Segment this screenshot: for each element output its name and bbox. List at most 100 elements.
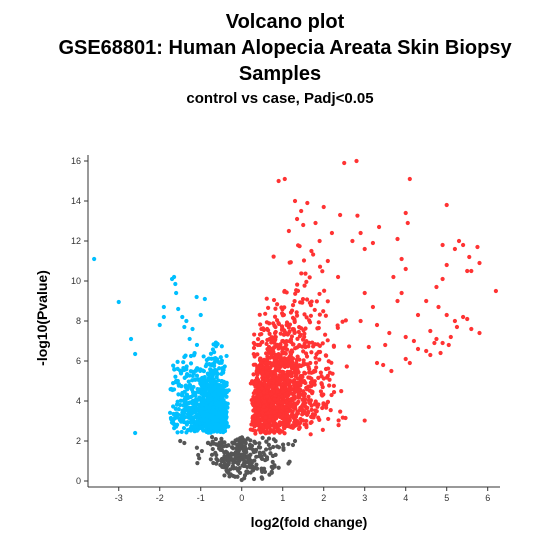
point-not-significant: [262, 469, 268, 474]
point-up-regulated: [448, 334, 453, 340]
point-up-regulated: [298, 416, 303, 422]
point-up-regulated: [323, 353, 328, 358]
point-up-regulated: [311, 344, 316, 349]
point-down-regulated: [184, 406, 189, 412]
point-up-regulated: [320, 427, 325, 432]
point-up-regulated: [296, 329, 301, 335]
point-up-regulated: [272, 314, 278, 319]
point-down-regulated: [222, 412, 228, 417]
point-up-regulated: [317, 291, 322, 297]
point-up-regulated: [339, 389, 344, 394]
point-down-regulated: [207, 430, 213, 435]
point-down-regulated: [209, 401, 215, 406]
point-down-regulated: [224, 353, 229, 359]
point-down-regulated: [180, 314, 185, 320]
point-not-significant: [267, 446, 273, 451]
point-down-regulated: [204, 361, 209, 367]
point-up-regulated: [440, 242, 445, 248]
point-down-regulated: [213, 418, 218, 424]
point-down-regulated: [206, 391, 211, 396]
point-up-regulated: [290, 315, 296, 320]
point-up-regulated: [279, 324, 285, 329]
point-up-regulated: [286, 386, 291, 392]
point-down-regulated: [190, 378, 195, 383]
point-down-regulated: [206, 356, 211, 361]
point-up-regulated: [314, 352, 319, 357]
point-up-regulated: [307, 375, 313, 380]
point-up-regulated: [342, 160, 347, 166]
point-down-regulated: [222, 364, 227, 369]
point-not-significant: [276, 445, 282, 450]
point-up-regulated: [329, 230, 335, 236]
point-up-regulated: [317, 357, 322, 362]
point-up-regulated: [325, 299, 330, 304]
point-up-regulated: [310, 340, 315, 345]
point-down-regulated: [218, 355, 223, 360]
point-up-regulated: [250, 416, 255, 421]
y-axis-label: -log10(Pvalue): [34, 270, 50, 366]
point-down-regulated: [194, 342, 200, 348]
point-not-significant: [254, 462, 259, 467]
point-up-regulated: [269, 340, 274, 345]
point-down-regulated: [223, 420, 228, 425]
point-not-significant: [252, 448, 257, 453]
point-not-significant: [260, 435, 265, 440]
point-up-regulated: [282, 373, 288, 379]
point-down-regulated: [133, 351, 138, 357]
y-tick-label: 0: [76, 476, 81, 486]
point-down-regulated: [215, 341, 220, 347]
point-down-regulated: [175, 399, 180, 404]
point-down-regulated: [168, 415, 174, 421]
point-up-regulated: [257, 383, 262, 388]
point-up-regulated: [383, 342, 388, 348]
point-up-regulated: [432, 340, 437, 346]
point-up-regulated: [255, 364, 260, 369]
point-not-significant: [224, 443, 229, 448]
point-up-regulated: [253, 380, 259, 385]
point-down-regulated: [188, 353, 194, 359]
point-up-regulated: [287, 418, 292, 423]
point-up-regulated: [255, 337, 261, 342]
point-down-regulated: [198, 312, 203, 318]
point-up-regulated: [282, 176, 287, 182]
point-not-significant: [235, 461, 241, 466]
point-down-regulated: [191, 423, 197, 429]
point-up-regulated: [307, 300, 313, 305]
point-up-regulated: [307, 275, 312, 280]
x-axis-label: log2(fold change): [251, 514, 368, 530]
point-up-regulated: [317, 238, 322, 244]
point-up-regulated: [493, 288, 499, 294]
point-up-regulated: [251, 421, 256, 427]
point-down-regulated: [224, 404, 229, 410]
point-not-significant: [211, 460, 216, 466]
point-not-significant: [254, 466, 260, 471]
point-not-significant: [248, 470, 253, 475]
x-tick-label: -2: [156, 493, 164, 503]
point-up-regulated: [467, 254, 472, 260]
point-up-regulated: [289, 364, 294, 369]
point-not-significant: [271, 444, 276, 450]
point-up-regulated: [267, 331, 272, 336]
point-up-regulated: [411, 338, 417, 344]
point-down-regulated: [188, 415, 193, 420]
point-up-regulated: [300, 297, 306, 302]
point-not-significant: [268, 451, 273, 456]
point-down-regulated: [204, 378, 209, 383]
point-up-regulated: [294, 360, 299, 366]
point-not-significant: [197, 456, 202, 461]
point-down-regulated: [212, 350, 217, 355]
point-up-regulated: [316, 375, 321, 380]
point-up-regulated: [327, 377, 332, 382]
point-down-regulated: [198, 367, 203, 372]
point-down-regulated: [219, 379, 224, 384]
point-up-regulated: [282, 288, 287, 294]
point-up-regulated: [272, 421, 277, 426]
point-not-significant: [199, 448, 204, 454]
point-up-regulated: [452, 318, 458, 324]
point-up-regulated: [265, 371, 270, 376]
point-up-regulated: [325, 258, 330, 264]
point-not-significant: [251, 476, 257, 482]
y-tick-label: 2: [76, 436, 81, 446]
point-up-regulated: [319, 392, 324, 397]
point-up-regulated: [436, 304, 441, 310]
